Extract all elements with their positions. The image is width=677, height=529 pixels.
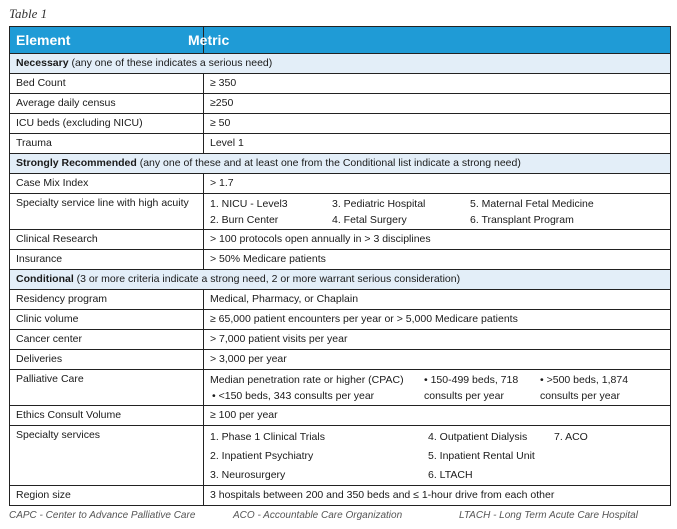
table-row: Bed Count ≥ 350 [9,73,671,94]
table-row: Insurance > 50% Medicare patients [9,249,671,270]
table-row: Palliative Care Median penetration rate … [9,369,671,406]
table-row: Clinic volume ≥ 65,000 patient encounters… [9,309,671,330]
table-row: Clinical Research > 100 protocols open an… [9,229,671,250]
section-strongly-recommended: Strongly Recommended (any one of these a… [9,153,671,174]
table-row: Cancer center > 7,000 patient visits per … [9,329,671,350]
header-element: Element [9,26,204,54]
footnote: CAPC - Center to Advance Palliative Care [9,510,196,521]
table-header: Element Metric [9,26,671,54]
table-caption: Table 1 [9,6,48,21]
criteria-table: Element Metric Necessary (any one of the… [9,26,671,506]
table-row: Trauma Level 1 [9,133,671,154]
section-necessary: Necessary (any one of these indicates a … [9,53,671,74]
table-row: Residency program Medical, Pharmacy, or C… [9,289,671,310]
table-row: Specialty service line with high acuity … [9,193,671,230]
header-metric: Metric [188,26,671,54]
table-row: Region size 3 hospitals between 200 and 3… [9,485,671,506]
table-row: Ethics Consult Volume ≥ 100 per year [9,405,671,426]
section-conditional: Conditional (3 or more criteria indicate… [9,269,671,290]
table-row: Specialty services 1. Phase 1 Clinical T… [9,425,671,486]
table-row: ICU beds (excluding NICU) ≥ 50 [9,113,671,134]
table-row: Average daily census ≥250 [9,93,671,114]
table-row: Case Mix Index > 1.7 [9,173,671,194]
footnote: ACO - Accountable Care Organization [233,510,403,521]
table-row: Deliveries > 3,000 per year [9,349,671,370]
footnote: LTACH - Long Term Acute Care Hospital [459,510,638,521]
